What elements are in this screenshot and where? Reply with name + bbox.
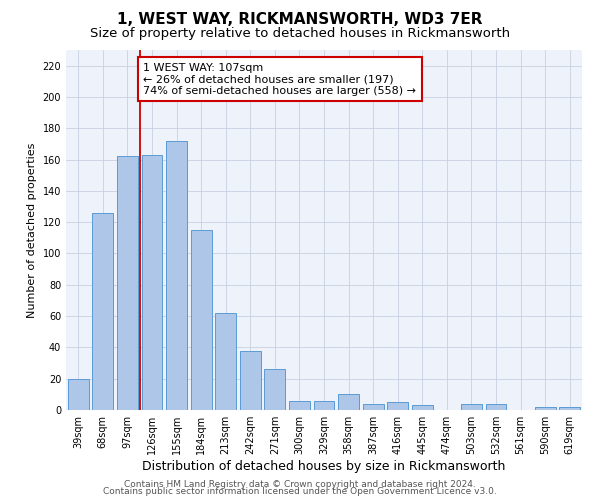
Bar	[92, 213, 113, 410]
Bar	[559, 407, 580, 410]
Bar	[215, 313, 236, 410]
Bar	[535, 407, 556, 410]
Bar	[166, 141, 187, 410]
Bar	[289, 400, 310, 410]
Text: Size of property relative to detached houses in Rickmansworth: Size of property relative to detached ho…	[90, 28, 510, 40]
Bar	[314, 400, 334, 410]
Bar	[387, 402, 408, 410]
Bar	[461, 404, 482, 410]
Bar	[68, 378, 89, 410]
Bar	[338, 394, 359, 410]
Bar	[412, 406, 433, 410]
Text: Contains public sector information licensed under the Open Government Licence v3: Contains public sector information licen…	[103, 487, 497, 496]
Text: 1, WEST WAY, RICKMANSWORTH, WD3 7ER: 1, WEST WAY, RICKMANSWORTH, WD3 7ER	[117, 12, 483, 28]
X-axis label: Distribution of detached houses by size in Rickmansworth: Distribution of detached houses by size …	[142, 460, 506, 473]
Bar	[362, 404, 383, 410]
Bar	[191, 230, 212, 410]
Bar	[485, 404, 506, 410]
Bar	[265, 370, 286, 410]
Bar	[117, 156, 138, 410]
Text: Contains HM Land Registry data © Crown copyright and database right 2024.: Contains HM Land Registry data © Crown c…	[124, 480, 476, 489]
Text: 1 WEST WAY: 107sqm
← 26% of detached houses are smaller (197)
74% of semi-detach: 1 WEST WAY: 107sqm ← 26% of detached hou…	[143, 62, 416, 96]
Bar	[142, 155, 163, 410]
Bar	[240, 350, 261, 410]
Y-axis label: Number of detached properties: Number of detached properties	[27, 142, 37, 318]
